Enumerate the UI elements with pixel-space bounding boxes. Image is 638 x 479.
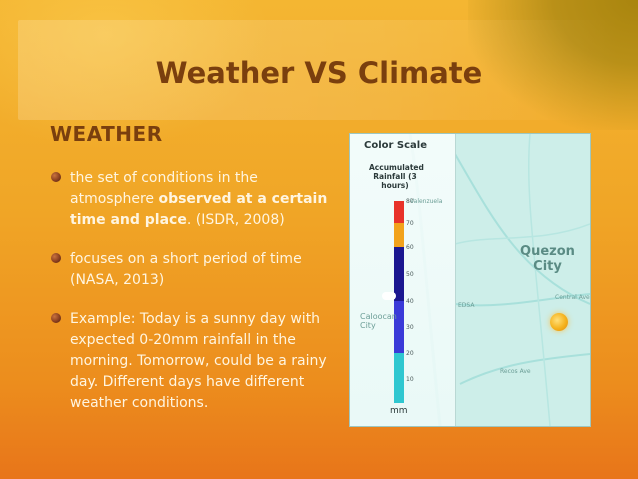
scale-red-segment — [394, 201, 404, 223]
scale-tick-label: 10 — [406, 376, 414, 383]
sun-icon — [550, 313, 568, 331]
map-label-edsa: EDSA — [458, 302, 475, 309]
color-scale-panel: Color Scale Accumulated Rainfall (3 hour… — [350, 134, 456, 426]
slide-title: Weather VS Climate — [155, 56, 483, 90]
title-band — [18, 20, 620, 120]
bullet-dot-icon — [51, 172, 61, 182]
scale-teal-segment — [394, 353, 404, 403]
bullet-item: focuses on a short period of time (NASA,… — [50, 249, 340, 291]
scale-tick-label: 40 — [406, 298, 414, 305]
bullet-text: Example: Today is a sunny day with expec… — [70, 311, 327, 411]
rainfall-map-image: Color Scale Accumulated Rainfall (3 hour… — [349, 133, 591, 427]
bullet-item: the set of conditions in the atmosphere … — [50, 168, 340, 231]
scale-navy-segment — [394, 247, 404, 301]
map-label-central-ave: Central Ave — [555, 294, 590, 301]
color-scale-subtitle: Accumulated Rainfall (3 hours) — [369, 163, 424, 190]
color-scale-title: Color Scale — [364, 140, 428, 151]
scale-tick-label: 20 — [406, 350, 414, 357]
bullet-list: the set of conditions in the atmosphere … — [50, 168, 340, 432]
scale-tick-label: 80 — [406, 198, 414, 205]
scale-tick-label: 30 — [406, 324, 414, 331]
bullet-bold-text: observed at a certain time and place — [70, 191, 328, 228]
map-label-caloocan: Caloocan City — [360, 312, 397, 330]
map-label-quezon-city: Quezon City — [520, 244, 575, 274]
bullet-text: focuses on a short period of time (NASA,… — [70, 251, 302, 288]
scale-orange-segment — [394, 223, 404, 247]
bullet-dot-icon — [51, 313, 61, 323]
scale-tick-label: 50 — [406, 271, 414, 278]
cloud-icon — [382, 292, 396, 300]
scale-unit-label: mm — [390, 406, 408, 416]
map-label-recos-ave: Recos Ave — [500, 368, 531, 375]
section-heading: WEATHER — [50, 122, 163, 146]
scale-tick-label: 70 — [406, 220, 414, 227]
scale-blue-segment — [394, 301, 404, 353]
map-label-valenzuela: Valenzuela — [410, 198, 443, 205]
scale-tick-label: 60 — [406, 244, 414, 251]
bullet-text-end: . (ISDR, 2008) — [186, 212, 285, 228]
bullet-dot-icon — [51, 253, 61, 263]
bullet-item: Example: Today is a sunny day with expec… — [50, 309, 340, 414]
background-corner-shade — [468, 0, 638, 130]
bullet-text: the set of conditions in the atmosphere — [70, 170, 258, 207]
